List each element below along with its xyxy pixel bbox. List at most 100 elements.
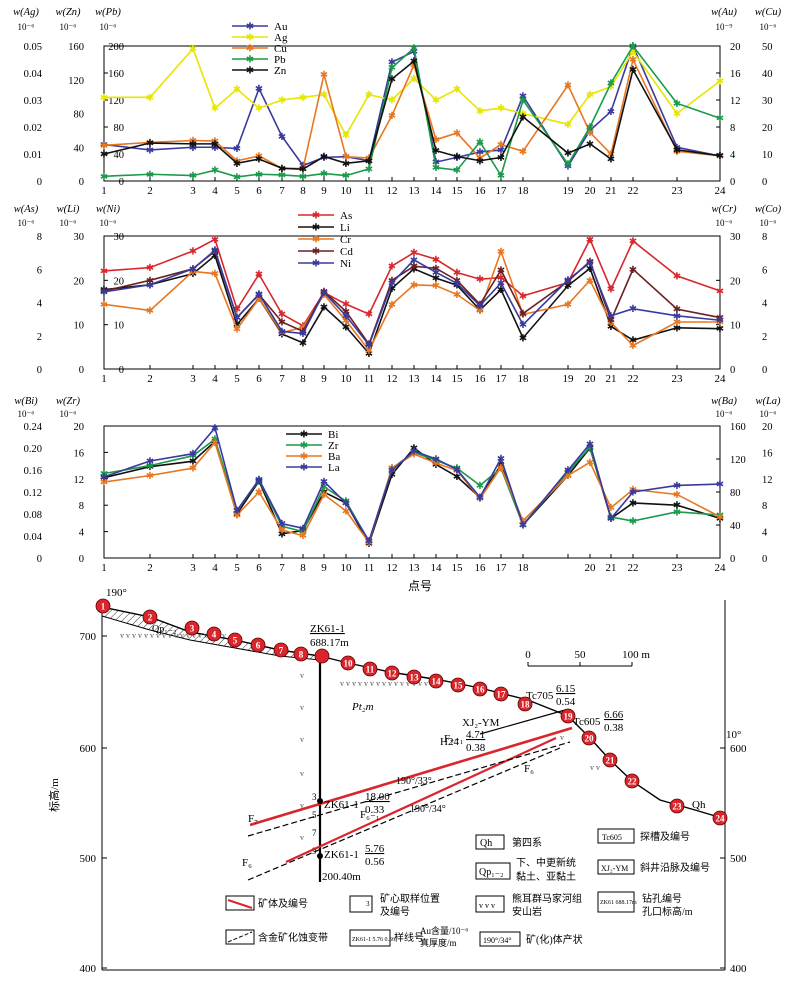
data-point-marker: ✱ bbox=[519, 320, 527, 331]
left-axis-title: w(Li) bbox=[57, 204, 80, 215]
x-tick-label: 10 bbox=[341, 373, 353, 385]
legend-text: 孔口标高/m bbox=[642, 905, 693, 918]
sample-point-label: 7 bbox=[279, 646, 284, 656]
x-tick-label: 5 bbox=[234, 373, 240, 385]
sample-point-marker bbox=[184, 620, 200, 636]
left-axis-tick: 30 bbox=[114, 232, 125, 243]
left-axis-tick: 0 bbox=[79, 554, 84, 565]
data-point-marker: ✱ bbox=[278, 327, 286, 338]
data-point-marker: ✱ bbox=[453, 466, 461, 477]
right-axis-tick: 8 bbox=[762, 232, 767, 243]
sample-point-marker bbox=[406, 669, 422, 685]
data-point-marker: ✱ bbox=[189, 451, 197, 462]
right-axis-tick: 6 bbox=[762, 265, 767, 276]
data-point-marker: ✱ bbox=[299, 531, 307, 542]
left-axis-tick: 0 bbox=[79, 365, 84, 376]
data-point-marker: ✱ bbox=[586, 439, 594, 450]
data-point-marker: ✱ bbox=[519, 109, 527, 120]
legend-text: 探槽及编号 bbox=[640, 830, 690, 843]
x-tick-label: 1 bbox=[101, 185, 107, 197]
data-point-marker: ✱ bbox=[233, 85, 241, 96]
data-point-marker: ✱ bbox=[211, 269, 219, 280]
sample-point-label: 12 bbox=[388, 669, 398, 679]
data-point-marker: ✱ bbox=[453, 472, 461, 483]
x-tick-label: 9 bbox=[321, 562, 327, 574]
data-point-marker: ✱ bbox=[410, 74, 418, 85]
data-point-marker: ✱ bbox=[432, 163, 440, 174]
left-axis-tick: 40 bbox=[114, 150, 125, 161]
legend-marker: ✱ bbox=[246, 22, 254, 33]
right-axis-tick: 20 bbox=[730, 276, 741, 287]
data-point-marker: ✱ bbox=[410, 280, 418, 291]
legend-label: Pb bbox=[274, 54, 286, 66]
trench-grade: 6.66 bbox=[604, 709, 624, 721]
data-point-marker: ✱ bbox=[432, 255, 440, 266]
left-axis-tick: 0.05 bbox=[24, 42, 42, 53]
data-point-marker: ✱ bbox=[233, 159, 241, 170]
right-axis-tick: 8 bbox=[762, 501, 767, 512]
right-axis-unit: 10⁻⁶ bbox=[760, 22, 777, 32]
x-tick-label: 23 bbox=[672, 185, 684, 197]
data-point-marker: ✱ bbox=[342, 159, 350, 170]
data-point-marker: ✱ bbox=[629, 517, 637, 528]
sample-point-label: 3 bbox=[190, 624, 195, 634]
x-tick-label: 23 bbox=[672, 373, 684, 385]
x-axis-label: 点号 bbox=[408, 579, 432, 593]
data-point-marker: ✱ bbox=[629, 304, 637, 315]
series-line-zn bbox=[103, 59, 721, 170]
legend-marker: ✱ bbox=[300, 441, 308, 452]
data-point-marker: ✱ bbox=[564, 160, 572, 171]
series-ni: ✱✱✱✱✱✱✱ ✱✱✱✱✱✱✱✱✱✱✱✱✱✱✱✱ ✱ bbox=[100, 246, 724, 352]
sample-point-marker bbox=[250, 637, 266, 653]
data-point-marker: ✱ bbox=[476, 301, 484, 312]
trench-grade: 6.15 bbox=[556, 683, 576, 695]
legend-label: As bbox=[340, 210, 352, 222]
data-point-marker: ✱ bbox=[519, 333, 527, 344]
right-axis-tick: 4 bbox=[730, 150, 736, 161]
series-line-li bbox=[103, 254, 721, 356]
right-axis-tick: 160 bbox=[730, 422, 746, 433]
data-point-marker: ✱ bbox=[211, 435, 219, 446]
x-tick-label: 10 bbox=[341, 185, 353, 197]
data-point-marker: ✱ bbox=[189, 457, 197, 468]
data-point-marker: ✱ bbox=[673, 311, 681, 322]
data-point-marker: ✱ bbox=[100, 469, 108, 480]
legend-marker: ✱ bbox=[246, 55, 254, 66]
x-tick-label: 2 bbox=[147, 562, 153, 574]
x-tick-label: 17 bbox=[496, 185, 508, 197]
data-point-marker: ✱ bbox=[453, 290, 461, 301]
data-point-marker: ✱ bbox=[146, 462, 154, 473]
data-point-marker: ✱ bbox=[233, 144, 241, 155]
data-point-marker: ✱ bbox=[189, 139, 197, 150]
data-point-marker: ✱ bbox=[278, 525, 286, 536]
sample-point-marker bbox=[517, 696, 533, 712]
data-point-marker: ✱ bbox=[716, 480, 724, 491]
data-point-marker: ✱ bbox=[320, 169, 328, 180]
right-axis-title: w(La) bbox=[755, 396, 781, 407]
fault-label: F₇ bbox=[248, 813, 258, 825]
data-point-marker: ✱ bbox=[320, 288, 328, 299]
data-point-marker: ✱ bbox=[255, 475, 263, 486]
data-point-marker: ✱ bbox=[453, 152, 461, 163]
right-axis-tick: 50 bbox=[762, 42, 773, 53]
svg-text:v: v bbox=[300, 703, 304, 712]
data-point-marker: ✱ bbox=[586, 123, 594, 134]
right-axis-title: w(Ba) bbox=[711, 396, 737, 407]
scale-label: 100 m bbox=[622, 649, 650, 661]
data-point-marker: ✱ bbox=[365, 538, 373, 549]
data-point-marker: ✱ bbox=[564, 281, 572, 292]
left-axis-tick: 160 bbox=[108, 69, 124, 80]
sample-point-label: 11 bbox=[366, 665, 375, 675]
left-axis-tick: 20 bbox=[74, 422, 85, 433]
data-point-marker: ✱ bbox=[255, 84, 263, 95]
data-point-marker: ✱ bbox=[607, 107, 615, 118]
data-point-marker: ✱ bbox=[189, 143, 197, 154]
x-tick-label: 24 bbox=[715, 373, 727, 385]
data-point-marker: ✱ bbox=[586, 443, 594, 454]
sample-point-marker bbox=[602, 752, 618, 768]
data-point-marker: ✱ bbox=[564, 81, 572, 92]
sample-point-label: 2 bbox=[148, 613, 153, 623]
legend-label: Ba bbox=[328, 451, 340, 463]
data-point-marker: ✱ bbox=[320, 290, 328, 301]
left-axis-tick: 10 bbox=[74, 321, 85, 332]
